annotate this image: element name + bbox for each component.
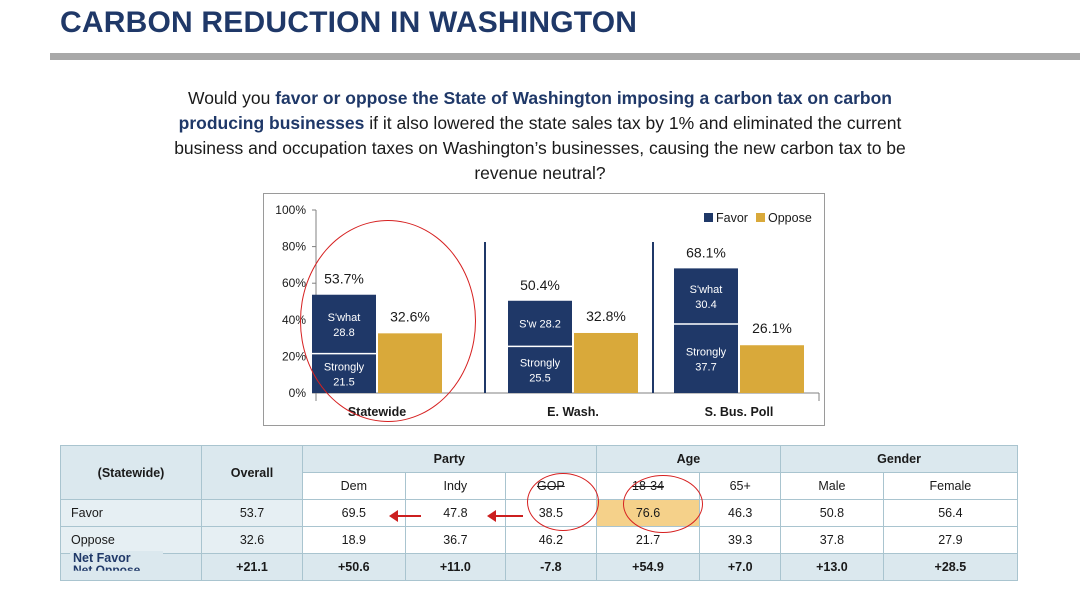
crosstab-table: (Statewide) Overall Party Age Gender Dem… [60,445,1019,581]
legend-swatch-favor [704,213,713,222]
row-label-favor: Favor [60,499,202,527]
table-cell: 56.4 [882,499,1019,527]
table-cell: +54.9 [595,553,701,581]
somewhat-label: 28.8 [333,327,354,339]
subhead-18-34: 18-34 [595,472,701,500]
subhead-gop: GOP [505,472,597,500]
y-tick-label: 0% [289,386,307,400]
subhead-dem: Dem [302,472,406,500]
strongly-label: Strongly [686,347,727,359]
table-cell: 37.8 [780,526,884,554]
table-cell: +50.6 [302,553,406,581]
table-cell: 32.6 [201,526,303,554]
table-cell: 27.9 [882,526,1019,554]
table-cell: +21.1 [201,553,303,581]
table-cell: -7.8 [505,553,597,581]
somewhat-label: S'what [690,284,723,296]
favor-data-label: 53.7% [324,271,364,287]
strongly-label: Strongly [520,358,561,370]
oppose-bar [740,345,804,393]
oppose-bar [574,332,638,393]
somewhat-label: S'what [328,312,361,324]
legend-label-favor: Favor [716,211,748,225]
group-header-age: Age [595,445,782,473]
question-text-1: Would you [188,88,276,108]
oppose-bar [378,333,442,393]
question-text-2: if it also lowered the state sales tax b… [174,113,906,183]
table-cell: +13.0 [780,553,884,581]
subhead-indy: Indy [404,472,507,500]
net-oppose-struck-label: Net Oppose [73,563,141,577]
legend-label-oppose: Oppose [768,211,812,225]
table-cell: 21.7 [595,526,701,554]
table-cell: +28.5 [882,553,1019,581]
strongly-label: Strongly [324,361,365,373]
question-emphasis: favor or oppose the State of Washington … [178,88,892,133]
overall-header: Overall [201,445,303,500]
arrow-indy-to-dem [389,510,421,522]
group-header-party: Party [302,445,597,473]
table-cell: +7.0 [699,553,782,581]
chart-svg: 0% 20% 40% 60% 80% 100% Strongly 21.5 S'what 28.8… [275,203,820,419]
table-cell: 18.9 [302,526,406,554]
table-cell-highlight: 76.6 [595,499,701,527]
favor-data-label: 50.4% [520,277,560,293]
table-cell: 53.7 [201,499,303,527]
oppose-data-label: 26.1% [752,320,792,336]
y-tick-label: 80% [282,240,306,254]
subhead-female: Female [882,472,1019,500]
subhead-65plus: 65+ [699,472,782,500]
table-cell: 46.2 [505,526,597,554]
row-label-oppose: Oppose [60,526,202,554]
table-cell: +11.0 [404,553,507,581]
net-favor-label: Net Favor [73,551,131,565]
subhead-male: Male [780,472,884,500]
favor-bar [674,268,738,393]
y-tick-label: 60% [282,276,306,290]
table-cell: 50.8 [780,499,884,527]
category-label: Statewide [348,405,406,419]
survey-question: Would you favor or oppose the State of W… [150,86,930,186]
strongly-label: 21.5 [333,376,354,388]
category-label: E. Wash. [547,405,599,419]
legend-swatch-oppose [756,213,765,222]
table-cell: 39.3 [699,526,782,554]
bar-chart: 0% 20% 40% 60% 80% 100% Strongly 21.5 S'what 28.8… [263,193,825,426]
table-cell: 36.7 [404,526,507,554]
title-divider [50,53,1080,60]
table-cell: 38.5 [505,499,597,527]
oppose-data-label: 32.8% [586,308,626,324]
favor-data-label: 68.1% [686,244,726,260]
somewhat-label: 30.4 [695,299,716,311]
y-tick-label: 100% [275,203,306,217]
y-tick-label: 40% [282,313,306,327]
category-label: S. Bus. Poll [705,405,774,419]
page-title: CARBON REDUCTION IN WASHINGTON [60,6,638,39]
strongly-label: 25.5 [529,373,550,385]
arrow-gop-to-indy [487,510,523,522]
somewhat-label: S'w 28.2 [519,319,561,331]
net-favor-overlay: Net Favor Net Oppose [70,551,163,573]
favor-bar [312,294,376,393]
group-header-gender: Gender [780,445,1018,473]
table-cell: 69.5 [302,499,406,527]
table-cell: 46.3 [699,499,782,527]
strongly-label: 37.7 [695,362,716,374]
oppose-data-label: 32.6% [390,308,430,324]
y-tick-label: 20% [282,349,306,363]
table-corner: (Statewide) [60,445,202,500]
